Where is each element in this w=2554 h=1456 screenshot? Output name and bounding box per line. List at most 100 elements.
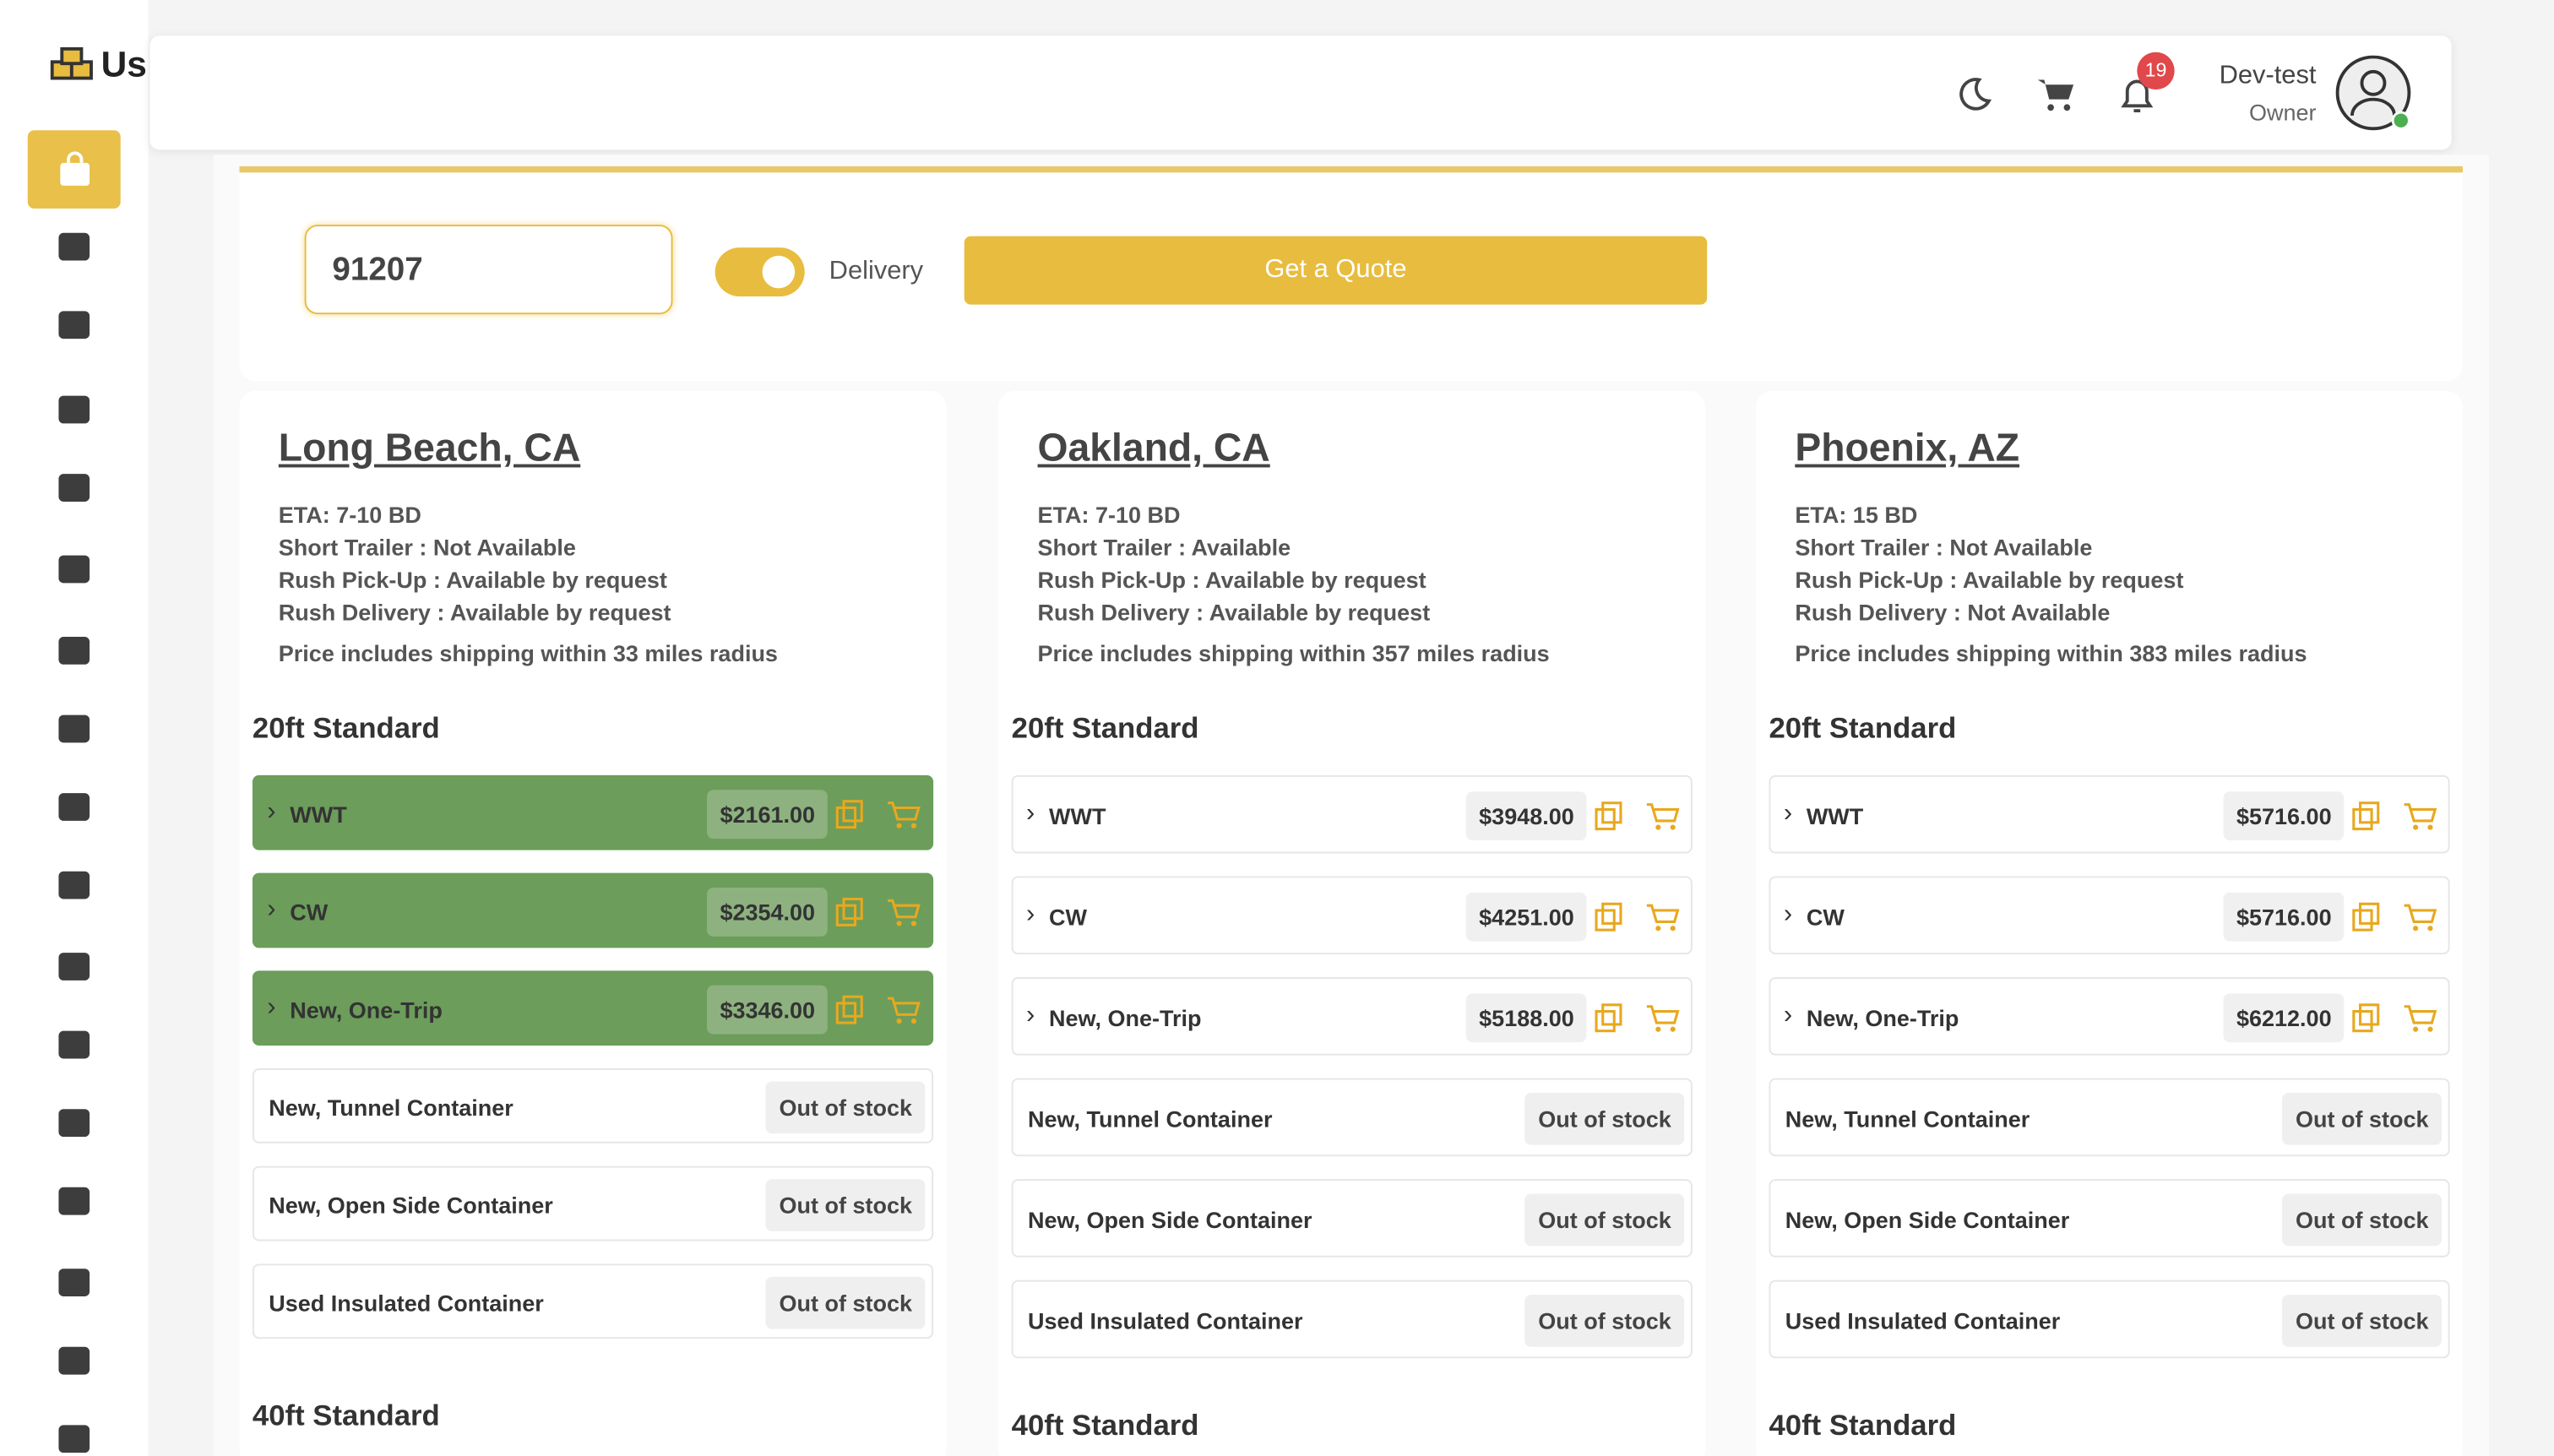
section-title: 20ft Standard <box>1769 711 1957 745</box>
product-name: New, Tunnel Container <box>1785 1106 2030 1133</box>
location-name[interactable]: Phoenix, AZ <box>1795 426 2020 471</box>
row-actions[interactable] <box>834 798 925 831</box>
product-row[interactable]: CW › $4251.00 <box>1011 876 1693 955</box>
row-actions[interactable] <box>1593 800 1684 833</box>
expand-chevron[interactable]: › <box>1026 900 1035 929</box>
product-row[interactable]: New, Open Side Container Out of stock <box>252 1165 934 1241</box>
location-name[interactable]: Oakland, CA <box>1037 426 1270 471</box>
product-row[interactable]: New, Tunnel Container Out of stock <box>1769 1078 2450 1157</box>
product-name: New, Open Side Container <box>269 1192 553 1219</box>
copy-cart-icons[interactable] <box>2350 1002 2442 1035</box>
location-detail: ETA: 7-10 BD <box>1037 501 1181 528</box>
nav-icon[interactable] <box>58 871 90 899</box>
product-name: New, Tunnel Container <box>1027 1106 1273 1133</box>
row-actions[interactable] <box>2350 900 2442 933</box>
copy-cart-icons[interactable] <box>1593 1002 1684 1035</box>
copy-cart-icons[interactable] <box>1593 800 1684 833</box>
row-actions[interactable] <box>834 993 925 1026</box>
nav-icon[interactable] <box>58 793 90 821</box>
row-actions[interactable] <box>2350 1002 2442 1035</box>
copy-cart-icons[interactable] <box>2350 900 2442 933</box>
nav-icon[interactable] <box>58 474 90 502</box>
product-row[interactable]: New, Open Side Container Out of stock <box>1769 1179 2450 1258</box>
top-bar: 19 Dev-test Owner <box>149 35 2452 150</box>
location-card: Phoenix, AZ ETA: 15 BD Short Trailer : Not… <box>1756 390 2464 1456</box>
row-actions[interactable] <box>834 896 925 929</box>
product-name: Used Insulated Container <box>1785 1307 2061 1334</box>
stock-status: Out of stock <box>766 1081 926 1134</box>
product-row[interactable]: Used Insulated Container Out of stock <box>1011 1279 1693 1359</box>
avatar[interactable] <box>2335 55 2415 134</box>
expand-chevron[interactable]: › <box>267 797 276 826</box>
product-row[interactable]: WWT › $3948.00 <box>1011 774 1693 854</box>
location-detail: ETA: 15 BD <box>1795 501 1918 528</box>
nav-icon[interactable] <box>58 555 90 584</box>
product-row[interactable]: WWT › $5716.00 <box>1769 774 2450 854</box>
copy-cart-icons[interactable] <box>2350 800 2442 833</box>
nav-icon[interactable] <box>58 395 90 424</box>
nav-icon[interactable] <box>58 1109 90 1138</box>
expand-chevron[interactable]: › <box>1783 900 1793 929</box>
location-detail: Rush Delivery : Not Available <box>1795 599 2111 626</box>
delivery-toggle[interactable] <box>715 247 805 296</box>
price: $2354.00 <box>707 887 829 937</box>
expand-chevron[interactable]: › <box>267 895 276 924</box>
nav-icon[interactable] <box>58 1187 90 1215</box>
product-row[interactable]: New, One-Trip › $6212.00 <box>1769 977 2450 1056</box>
zip-input[interactable]: 91207 <box>304 225 673 315</box>
nav-icon[interactable] <box>58 1030 90 1059</box>
nav-icon[interactable] <box>58 1269 90 1297</box>
copy-cart-icons[interactable] <box>834 993 925 1026</box>
theme-toggle[interactable] <box>1954 75 1993 114</box>
expand-chevron[interactable]: › <box>1026 1001 1035 1030</box>
copy-cart-icons[interactable] <box>834 798 925 831</box>
product-row[interactable]: New, One-Trip › $3346.00 <box>252 970 934 1046</box>
bell-icon[interactable] <box>2117 75 2156 117</box>
product-row[interactable]: Used Insulated Container Out of stock <box>1769 1279 2450 1359</box>
location-name[interactable]: Long Beach, CA <box>278 426 581 471</box>
price: $3346.00 <box>707 985 829 1035</box>
location-detail: Short Trailer : Not Available <box>1795 534 2093 561</box>
toggle-knob <box>762 255 796 289</box>
copy-cart-icons[interactable] <box>1593 900 1684 933</box>
nav-icon[interactable] <box>58 1425 90 1453</box>
quote-button[interactable]: Get a Quote <box>964 236 1708 305</box>
location-detail: Short Trailer : Available <box>1037 534 1291 561</box>
product-row[interactable]: New, Open Side Container Out of stock <box>1011 1179 1693 1258</box>
product-row[interactable]: CW › $2354.00 <box>252 872 934 948</box>
stock-status: Out of stock <box>1524 1295 1685 1347</box>
expand-chevron[interactable]: › <box>1783 799 1793 828</box>
location-detail: Rush Pick-Up : Available by request <box>1795 567 2184 593</box>
product-row[interactable]: New, Tunnel Container Out of stock <box>1011 1078 1693 1157</box>
product-row[interactable]: New, One-Trip › $5188.00 <box>1011 977 1693 1056</box>
nav-icon[interactable] <box>58 637 90 665</box>
stock-status: Out of stock <box>766 1276 926 1329</box>
row-actions[interactable] <box>1593 1002 1684 1035</box>
nav-icon[interactable] <box>58 232 90 261</box>
product-name: WWT <box>290 801 347 828</box>
product-row[interactable]: CW › $5716.00 <box>1769 876 2450 955</box>
logo <box>50 46 93 80</box>
stock-status: Out of stock <box>2282 1295 2442 1347</box>
nav-icons[interactable] <box>0 0 149 1456</box>
stock-status: Out of stock <box>766 1179 926 1231</box>
product-name: WWT <box>1806 802 1864 829</box>
nav-icon[interactable] <box>58 953 90 981</box>
cart-icon[interactable] <box>2036 75 2075 114</box>
product-row[interactable]: New, Tunnel Container Out of stock <box>252 1068 934 1144</box>
nav-icon[interactable] <box>58 714 90 743</box>
row-actions[interactable] <box>2350 800 2442 833</box>
nav-icon[interactable] <box>58 1346 90 1375</box>
expand-chevron[interactable]: › <box>1026 799 1035 828</box>
product-row[interactable]: Used Insulated Container Out of stock <box>252 1263 934 1339</box>
row-actions[interactable] <box>1593 900 1684 933</box>
expand-chevron[interactable]: › <box>267 993 276 1022</box>
copy-cart-icons[interactable] <box>834 896 925 929</box>
price: $5716.00 <box>2223 892 2345 942</box>
product-row[interactable]: WWT › $2161.00 <box>252 774 934 850</box>
active-nav[interactable] <box>27 130 121 209</box>
product-name: CW <box>1806 904 1845 931</box>
product-name: New, One-Trip <box>290 997 443 1024</box>
expand-chevron[interactable]: › <box>1783 1001 1793 1030</box>
nav-icon[interactable] <box>58 311 90 340</box>
